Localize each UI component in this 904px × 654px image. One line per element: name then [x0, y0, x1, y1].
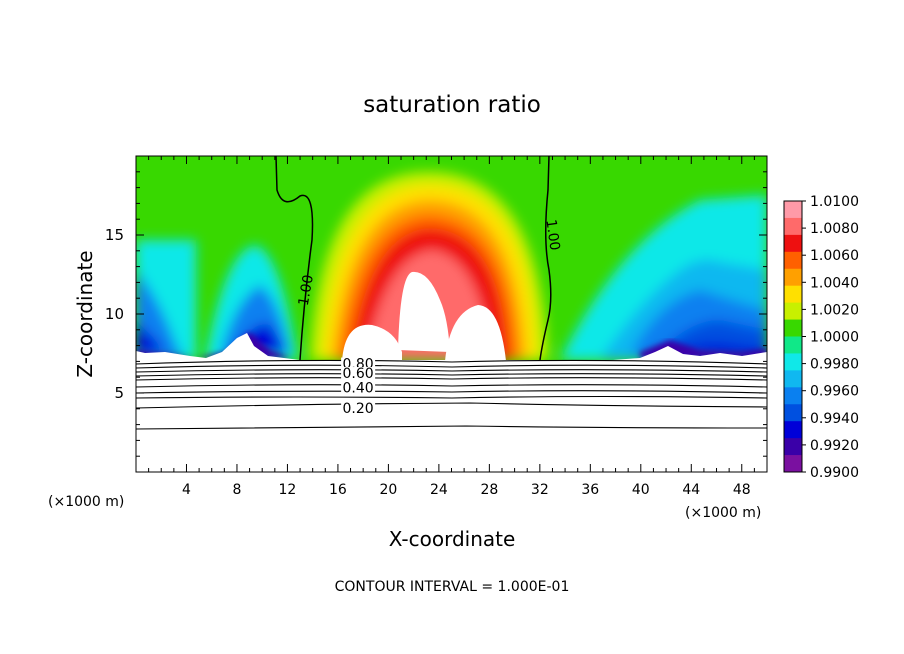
- colorbar-swatch: [784, 268, 802, 287]
- x-tick-label: 40: [632, 482, 650, 498]
- colorbar-swatch: [784, 234, 802, 253]
- colorbar-swatch: [784, 336, 802, 354]
- colorbar-swatch: [784, 421, 802, 439]
- saturation-field: [136, 156, 767, 472]
- colorbar-level-label: 0.9980: [810, 357, 859, 373]
- x-unit-right: (×1000 m): [685, 505, 761, 521]
- x-tick-label: 36: [581, 482, 599, 498]
- colorbar-level-label: 1.0000: [810, 330, 859, 346]
- chart-title: saturation ratio: [363, 92, 541, 118]
- x-tick-label: 44: [682, 482, 700, 498]
- contour-label: 0.60: [343, 366, 374, 382]
- x-tick-label: 20: [379, 482, 397, 498]
- colorbar-level-label: 1.0080: [810, 221, 859, 237]
- x-tick-label: 32: [531, 482, 549, 498]
- colorbar-swatch: [784, 455, 802, 473]
- colorbar-level-label: 1.0100: [810, 194, 859, 210]
- colorbar-level-label: 0.9920: [810, 438, 859, 454]
- x-tick-label: 28: [480, 482, 498, 498]
- colorbar-level-label: 0.9960: [810, 384, 859, 400]
- colorbar: 1.0100 1.0080 1.0060 1.0040 1.0020 1.0000 0.99…: [783, 194, 859, 481]
- colorbar-swatch: [784, 217, 802, 236]
- x-axis-label: X-coordinate: [389, 527, 516, 551]
- colorbar-level-label: 1.0020: [810, 302, 859, 318]
- x-tick-label: 12: [279, 482, 297, 498]
- x-tick-label: 8: [232, 482, 241, 498]
- colorbar-swatch: [784, 438, 802, 456]
- colorbar-swatch: [784, 404, 802, 422]
- contour-interval-footer: CONTOUR INTERVAL = 1.000E-01: [335, 579, 570, 595]
- colorbar-swatch: [784, 319, 802, 337]
- colorbar-level-label: 1.0060: [810, 248, 859, 264]
- y-tick-label: 15: [105, 226, 124, 244]
- colorbar-swatch: [784, 353, 802, 371]
- colorbar-swatch: [784, 387, 802, 405]
- contour-label: 1.00: [542, 218, 562, 251]
- colorbar-level-label: 0.9900: [810, 465, 859, 481]
- colorbar-swatch: [784, 370, 802, 388]
- colorbar-level-label: 0.9940: [810, 411, 859, 427]
- contour-label-bg: [341, 367, 376, 382]
- colorbar-swatch: [784, 251, 802, 270]
- y-tick-label: 10: [105, 305, 124, 323]
- colorbar-level-label: 1.0040: [810, 275, 859, 291]
- x-axis: 4 8 12 16 20 24 28 32 36 40 44 48: [148, 156, 755, 498]
- colorbar-swatch: [784, 285, 802, 304]
- contour-label: 0.40: [343, 380, 374, 396]
- x-unit-left: (×1000 m): [48, 494, 124, 510]
- contour-label: 0.20: [343, 401, 374, 417]
- y-tick-label: 5: [114, 384, 124, 402]
- colorbar-swatch: [784, 201, 802, 219]
- contour-label-bg: [341, 401, 376, 416]
- contour-labels: 1.001.000.800.600.400.20: [296, 218, 563, 416]
- x-tick-label: 16: [329, 482, 347, 498]
- colorbar-swatch: [784, 302, 802, 321]
- y-axis: 5 10 15: [105, 171, 767, 457]
- contour-label-bg: [341, 381, 376, 396]
- x-tick-label: 48: [733, 482, 751, 498]
- x-tick-label: 24: [430, 482, 448, 498]
- y-axis-label: Z-coordinate: [73, 250, 97, 377]
- x-tick-label: 4: [182, 482, 191, 498]
- contour-label: 1.00: [296, 274, 317, 307]
